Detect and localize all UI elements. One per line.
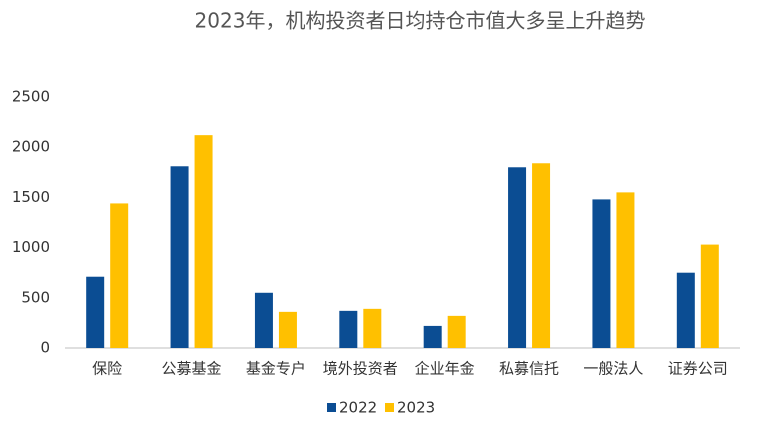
legend-label: 2023: [397, 399, 435, 417]
y-tick-label: 1500: [12, 188, 50, 206]
y-tick-label: 1000: [12, 238, 50, 256]
legend-swatch: [385, 403, 394, 412]
y-tick-label: 2500: [12, 88, 50, 106]
x-tick-label: 公募基金: [162, 360, 222, 378]
y-tick-label: 500: [21, 288, 50, 306]
x-tick-label: 境外投资者: [323, 360, 398, 378]
bar: [170, 166, 189, 348]
legend-swatch: [327, 403, 336, 412]
bar: [592, 199, 611, 348]
bar: [339, 310, 358, 348]
y-tick-label: 0: [40, 339, 50, 357]
bar: [676, 272, 695, 348]
bar: [700, 244, 719, 348]
bar: [278, 311, 297, 348]
bar: [616, 192, 635, 348]
bar: [363, 308, 382, 348]
x-tick-label: 证券公司: [668, 360, 728, 378]
bar: [110, 203, 129, 348]
legend-label: 2022: [339, 399, 377, 417]
x-tick-label: 基金专户: [246, 360, 306, 378]
bar: [254, 292, 273, 348]
chart-title: 2023年，机构投资者日均持仓市值大多呈上升趋势: [195, 9, 646, 33]
bar: [194, 135, 213, 348]
bar: [447, 315, 466, 348]
bar: [86, 276, 105, 348]
bar: [423, 325, 442, 348]
bar: [532, 163, 551, 348]
x-tick-label: 一般法人: [583, 360, 643, 378]
bar: [508, 167, 527, 348]
y-tick-label: 2000: [12, 138, 50, 156]
x-tick-label: 企业年金: [415, 360, 475, 378]
x-tick-label: 私募信托: [499, 360, 559, 378]
x-tick-label: 保险: [92, 360, 122, 378]
